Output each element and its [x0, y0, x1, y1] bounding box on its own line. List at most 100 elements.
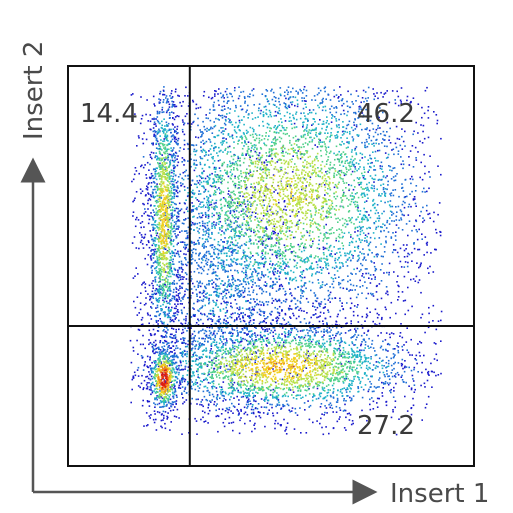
data-point — [329, 164, 331, 166]
data-point — [147, 400, 149, 403]
data-point — [290, 192, 292, 194]
data-point — [271, 98, 274, 101]
data-point — [247, 398, 250, 400]
data-point — [289, 317, 292, 319]
data-point — [144, 283, 147, 285]
data-point — [219, 308, 222, 311]
data-point — [265, 152, 267, 154]
data-point — [224, 369, 226, 372]
data-point — [151, 244, 154, 247]
data-point — [283, 368, 285, 371]
data-point — [397, 205, 400, 208]
data-point — [247, 141, 250, 143]
data-point — [236, 224, 239, 227]
data-point — [204, 314, 206, 316]
data-point — [302, 124, 304, 126]
data-point — [154, 248, 156, 251]
data-point — [300, 290, 302, 292]
data-point — [205, 246, 207, 248]
data-point — [197, 117, 199, 120]
data-point — [243, 272, 245, 274]
data-point — [253, 182, 255, 185]
data-point — [236, 244, 238, 247]
data-point — [316, 266, 319, 269]
data-point — [334, 262, 337, 264]
data-point — [193, 192, 196, 195]
data-point — [191, 292, 194, 294]
data-point — [326, 160, 328, 163]
data-point — [300, 193, 302, 195]
data-point — [217, 243, 219, 246]
data-point — [203, 253, 206, 256]
data-point — [291, 222, 293, 224]
data-point — [177, 273, 180, 276]
data-point — [327, 264, 330, 267]
data-point — [326, 173, 328, 175]
data-point — [186, 289, 189, 291]
data-point — [333, 172, 336, 175]
data-point — [249, 257, 251, 260]
data-point — [266, 122, 269, 125]
data-point — [153, 123, 155, 126]
data-point — [240, 210, 243, 212]
data-point — [146, 161, 149, 164]
data-point — [273, 142, 276, 144]
data-point — [319, 305, 321, 308]
data-point — [223, 122, 226, 125]
data-point — [278, 109, 281, 112]
data-point — [248, 96, 251, 98]
data-point — [196, 217, 199, 219]
data-point — [221, 341, 223, 343]
data-point — [279, 103, 281, 106]
data-point — [307, 355, 310, 357]
data-point — [316, 297, 318, 299]
data-point — [374, 95, 376, 97]
data-point — [226, 218, 228, 221]
data-point — [274, 306, 276, 309]
data-point — [190, 184, 192, 186]
data-point — [179, 285, 181, 287]
data-point — [234, 239, 237, 242]
data-point — [368, 129, 371, 132]
data-point — [253, 298, 255, 301]
data-point — [264, 172, 267, 174]
data-point — [380, 297, 383, 300]
data-point — [211, 96, 214, 99]
data-point — [242, 208, 245, 211]
data-point — [208, 280, 210, 282]
data-point — [316, 263, 319, 266]
data-point — [326, 212, 328, 214]
data-point — [142, 202, 144, 205]
data-point — [233, 163, 236, 166]
data-point — [360, 194, 363, 196]
data-point — [298, 138, 301, 141]
data-point — [278, 216, 281, 219]
data-point — [419, 176, 421, 179]
data-point — [182, 100, 184, 103]
data-point — [272, 212, 274, 215]
data-point — [207, 232, 210, 234]
data-point — [259, 191, 261, 193]
data-point — [319, 145, 322, 148]
data-point — [345, 127, 348, 130]
data-point — [244, 232, 246, 234]
data-point — [368, 226, 370, 229]
data-point — [227, 151, 229, 153]
data-point — [185, 244, 188, 246]
data-point — [301, 153, 304, 155]
data-point — [373, 262, 375, 264]
data-point — [147, 314, 149, 316]
data-point — [240, 214, 242, 216]
data-point — [330, 228, 332, 231]
data-point — [254, 386, 256, 388]
data-point — [256, 170, 258, 172]
data-point — [175, 341, 178, 343]
data-point — [151, 346, 154, 348]
data-point — [204, 259, 207, 262]
data-point — [224, 342, 227, 344]
data-point — [259, 195, 261, 197]
data-point — [323, 225, 325, 228]
data-point — [185, 208, 188, 210]
data-point — [407, 309, 410, 312]
data-point — [349, 161, 351, 163]
